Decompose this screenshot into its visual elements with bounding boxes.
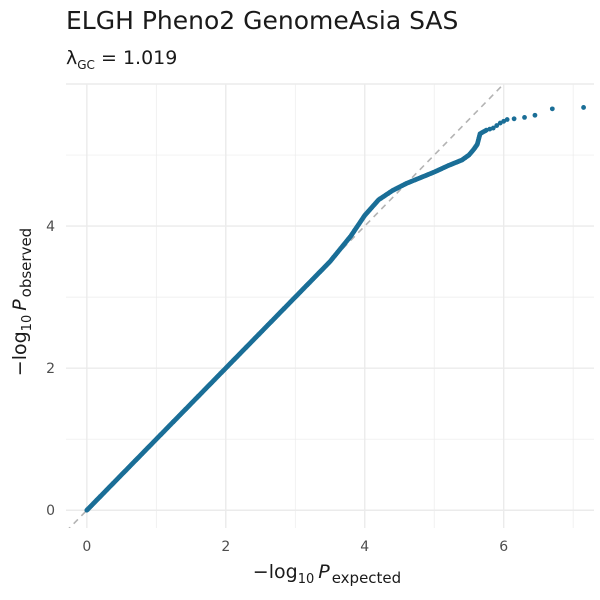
x-tick-label: 4: [360, 539, 369, 555]
y-tick-label: 4: [46, 219, 55, 235]
y-axis-title: −log10 Pobserved: [9, 228, 35, 376]
x-axis-subscript: expected: [332, 569, 401, 587]
lambda-value: = 1.019: [100, 47, 178, 69]
x-tick-labels: 0 2 4 6: [82, 539, 508, 555]
y-tick-label: 0: [46, 503, 55, 519]
y-tick-labels: 0 2 4: [46, 219, 55, 519]
chart-title: ELGH Pheno2 GenomeAsia SAS: [66, 6, 459, 35]
qq-point: [522, 114, 527, 120]
x-tick-label: 2: [221, 539, 230, 555]
qq-point: [490, 125, 496, 131]
y-axis-var: P: [9, 299, 31, 311]
qq-point: [581, 105, 586, 110]
y-axis-log-base: 10: [20, 315, 35, 332]
lambda-symbol: λ: [66, 47, 78, 69]
qq-point: [504, 117, 510, 122]
y-axis-prefix: −log: [9, 331, 31, 376]
x-tick-label: 6: [499, 539, 508, 555]
x-tick-label: 0: [82, 539, 91, 555]
lambda-subtitle: λGC = 1.019: [66, 47, 177, 72]
y-tick-label: 2: [46, 361, 55, 377]
qq-points: [84, 105, 586, 513]
qq-point: [549, 106, 555, 112]
x-axis-log-base: 10: [298, 572, 315, 587]
qq-point: [532, 112, 538, 118]
x-axis-var: P: [318, 561, 330, 583]
y-axis-subscript: observed: [17, 228, 35, 298]
qq-point: [511, 116, 517, 122]
lambda-subscript: GC: [77, 57, 95, 72]
grid-lines: [66, 83, 594, 528]
x-axis-prefix: −log: [253, 561, 298, 583]
qq-point: [494, 123, 500, 128]
